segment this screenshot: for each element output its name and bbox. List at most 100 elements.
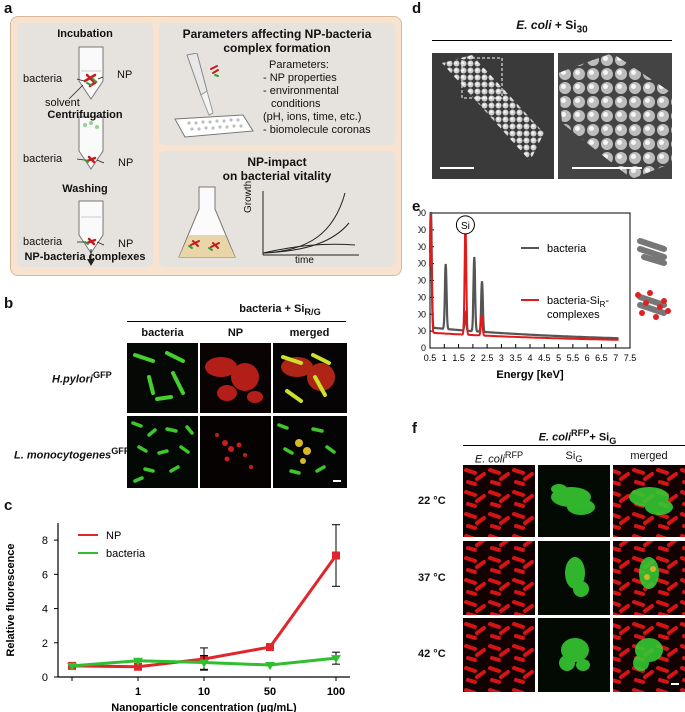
e-y-tick-label: 300	[418, 292, 426, 302]
e-x-tick-label: 1	[442, 353, 447, 363]
e-series-0-line	[428, 211, 619, 340]
panel-f-micrographs	[463, 465, 685, 692]
micrograph-lmono-bacteria	[127, 416, 198, 488]
micrograph-hpylori-bacteria	[127, 343, 198, 413]
e-x-tick-label: 5.5	[567, 353, 580, 363]
panel-f-row-42: 42 °C	[418, 648, 446, 660]
e-y-tick-label: 500	[418, 259, 426, 269]
e-y-tick-label: 700	[418, 225, 426, 235]
f-37-ecoli	[463, 541, 535, 615]
e-y-tick-label: 100	[418, 326, 426, 336]
panel-f-row-37: 37 °C	[418, 572, 446, 584]
impact-title-1: NP-impact	[247, 155, 307, 169]
e-x-tick-label: 3.5	[509, 353, 522, 363]
panel-b-col-bacteria: bacteria	[141, 327, 184, 339]
c-x-tick-label: 1	[135, 686, 141, 698]
complexes-label: NP-bacteria complexes	[24, 251, 146, 263]
c-x-label: Nanoparticle concentration (µg/mL)	[111, 702, 297, 712]
panel-label-b: b	[4, 295, 14, 312]
params-title-1: Parameters affecting NP-bacteria	[182, 27, 372, 41]
e-np-dot	[653, 314, 659, 320]
c-point-bacteria	[199, 659, 209, 668]
e-x-tick-label: 3	[499, 353, 504, 363]
c-legend-label-1: bacteria	[106, 548, 146, 560]
e-np-dot	[665, 308, 671, 314]
c-x-tick-label: 100	[327, 686, 345, 698]
parameters-box: Parameters affecting NP-bacteria complex…	[159, 23, 395, 145]
panel-label-a: a	[4, 0, 13, 17]
f-22-sig	[538, 465, 610, 537]
e-np-dot	[639, 310, 645, 316]
micrograph-lmono-np	[200, 416, 271, 488]
e-x-tick-label: 4.5	[538, 353, 551, 363]
e-series-1-line	[429, 216, 619, 341]
e-y-tick-label: 600	[418, 242, 426, 252]
e-bacteria-icon	[637, 238, 667, 266]
micrograph-lmono-merged	[273, 416, 347, 488]
e-si-annotation-circle	[455, 215, 475, 235]
e-y-tick-label: 800	[418, 208, 426, 218]
c-point-bacteria	[331, 655, 341, 664]
panel-a-schematic: Incubation	[10, 16, 402, 276]
incubation-label: Incubation	[57, 28, 113, 40]
np-label-3: NP	[118, 238, 134, 250]
panel-f-title: E. coliRFP+ SiG	[538, 428, 617, 446]
panel-label-d: d	[412, 0, 422, 17]
params-head: Parameters:	[269, 59, 329, 71]
c-point-bacteria	[67, 662, 77, 671]
param-item-5: - biomolecule coronas	[263, 124, 371, 136]
impact-box: NP-impact on bacterial vitality Growth t…	[159, 151, 395, 267]
f-42-ecoli	[463, 618, 535, 692]
panel-f-rule	[463, 445, 685, 446]
f-42-merged	[613, 618, 685, 692]
e-y-tick-label: 400	[418, 276, 426, 286]
e-x-tick-label: 0.5	[424, 353, 437, 363]
e-x-tick-label: 7.5	[624, 353, 637, 363]
panel-d-title: E. coli + Si30	[516, 18, 588, 36]
e-x-tick-label: 2.5	[481, 353, 494, 363]
e-np-dot	[643, 300, 649, 306]
param-item-4: (pH, ions, time, etc.)	[263, 111, 362, 123]
e-x-tick-label: 6	[585, 353, 590, 363]
bacteria-label-1: bacteria	[23, 73, 63, 85]
e-np-dot	[647, 290, 653, 296]
panel-f-col1: E. coliRFP	[474, 450, 524, 466]
workflow-box: Incubation	[17, 23, 153, 267]
panel-c-chart: 0 2 4 6 8 1 10 50 100 Nanoparticle concentration …	[5, 523, 350, 712]
panel-label-c: c	[4, 497, 13, 514]
c-y-tick-label: 2	[42, 638, 48, 650]
panel-b-rule	[127, 321, 346, 322]
micrograph-hpylori-np	[200, 343, 271, 413]
c-legend-label-0: NP	[106, 530, 121, 542]
c-point-bacteria	[133, 657, 143, 666]
e-x-tick-label: 6.5	[595, 353, 608, 363]
e-legend-label-0: bacteria	[547, 243, 587, 255]
c-point-np	[266, 643, 274, 652]
panel-d-sem-images	[432, 53, 672, 179]
e-y-tick-label: 200	[418, 309, 426, 319]
np-label-1: NP	[117, 69, 133, 81]
panel-f-col3: merged	[630, 450, 668, 462]
panel-f-col2: SiG	[565, 450, 583, 465]
e-complex-icon	[635, 290, 671, 320]
c-y-tick-label: 8	[42, 535, 48, 547]
param-item-1: - NP properties	[263, 72, 337, 84]
panel-b-col-merged: merged	[289, 327, 330, 339]
params-title-2: complex formation	[223, 41, 331, 55]
e-x-tick-label: 2	[470, 353, 475, 363]
time-axis-label: time	[295, 255, 314, 266]
e-x-tick-label: 4	[527, 353, 532, 363]
f-37-sig	[538, 541, 610, 615]
e-x-label: Energy [keV]	[496, 369, 564, 381]
tube-1-icon	[68, 46, 104, 100]
e-x-tick-label: 5	[556, 353, 561, 363]
solvent-label: solvent	[45, 97, 80, 109]
centrifugation-label: Centrifugation	[47, 109, 123, 121]
c-x-tick-label: 10	[198, 686, 210, 698]
f-42-sig	[538, 618, 610, 692]
c-x-tick-label: 50	[264, 686, 276, 698]
e-x-tick-label: 7	[613, 353, 618, 363]
f-22-merged	[613, 465, 685, 537]
panel-label-e: e	[412, 198, 421, 215]
tube-2-icon	[76, 116, 105, 170]
